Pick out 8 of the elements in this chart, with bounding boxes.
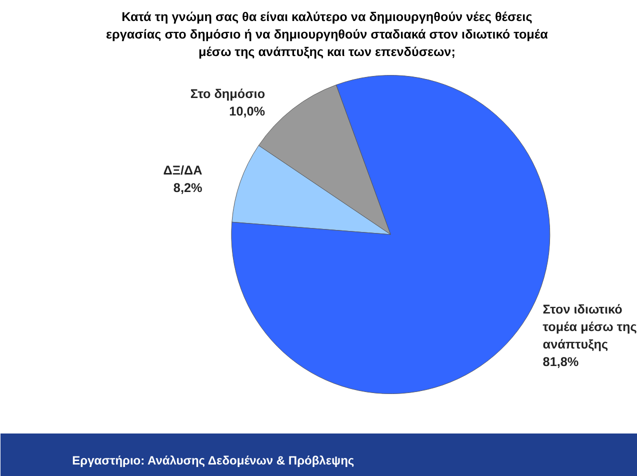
data-label: 8,2% (173, 181, 202, 196)
chart-title: Κατά τη γνώμη σας θα είναι καλύτερο να δημιουργηθούν νέες θέσεις εργασίας στο δημόσιο ή να δημιουργηθούν σταδιακά στον ιδιωτικό τομέα μέσω της ανάπτυξης και των επενδύσεων; (106, 10, 548, 60)
data-label: 81,8% (542, 354, 579, 369)
data-label: 10,0% (229, 104, 266, 119)
slice-label: Στο δημόσιο (190, 87, 266, 102)
text: Εργαστήριο: Ανάλυσης Δεδομένων & Πρόβλεψης (72, 454, 354, 468)
slice-label: ΔΞ/ΔΑ (163, 164, 202, 178)
slice-label: Στον ιδιωτικό τομέα μέσω της ανάπτυξης (542, 302, 637, 352)
